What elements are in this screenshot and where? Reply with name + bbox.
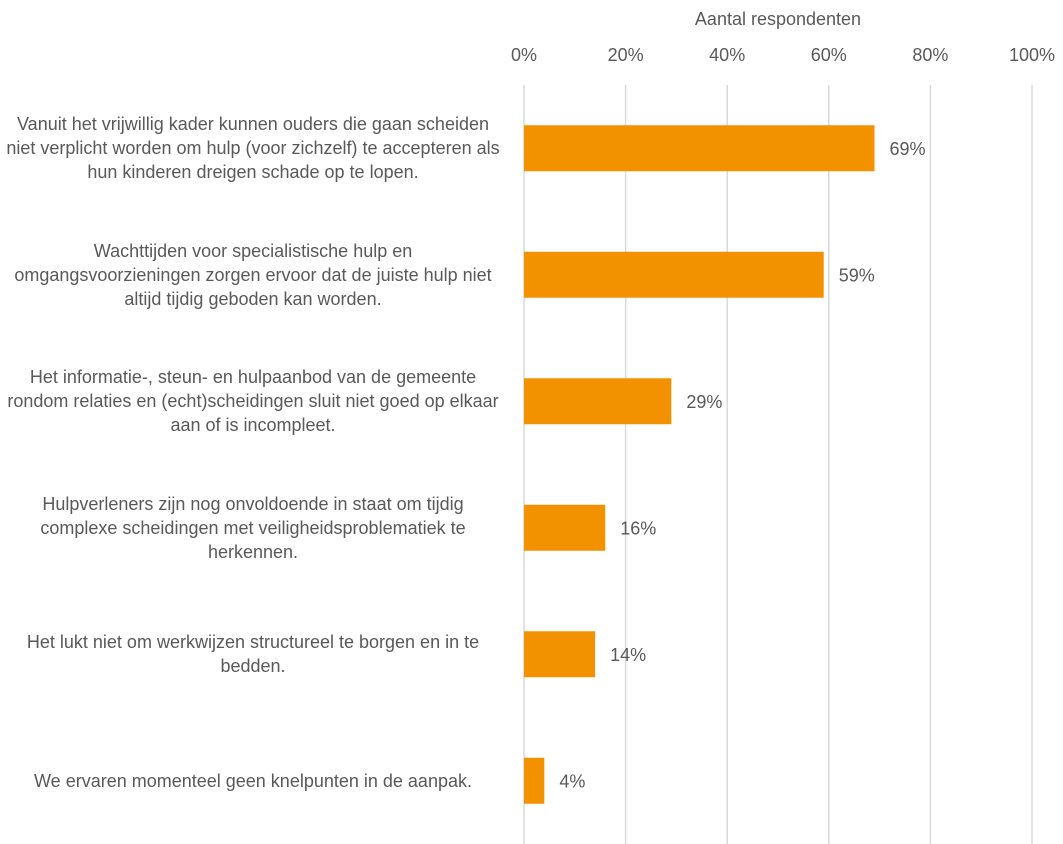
bar bbox=[524, 757, 545, 804]
value-label: 16% bbox=[620, 519, 656, 539]
value-label: 69% bbox=[890, 139, 926, 159]
category-label: We ervaren momenteel geen knelpunten in … bbox=[34, 770, 472, 791]
bar bbox=[524, 125, 875, 172]
x-tick-label: 60% bbox=[811, 45, 847, 65]
value-label: 14% bbox=[610, 645, 646, 665]
bar bbox=[524, 631, 596, 678]
x-tick-label: 40% bbox=[709, 45, 745, 65]
category-label: Het lukt niet om werkwijzen structureel … bbox=[26, 632, 480, 677]
value-label: 29% bbox=[686, 392, 722, 412]
value-label: 59% bbox=[839, 266, 875, 286]
x-tick-label: 20% bbox=[608, 45, 644, 65]
category-label: Vanuit het vrijwillig kader kunnen ouder… bbox=[6, 114, 500, 183]
x-tick-label: 0% bbox=[511, 45, 537, 65]
axis-title: Aantal respondenten bbox=[695, 9, 861, 29]
x-tick-label: 80% bbox=[912, 45, 948, 65]
category-label: Het informatie-, steun- en hulpaanbod va… bbox=[7, 367, 499, 436]
x-tick-label: 100% bbox=[1009, 45, 1055, 65]
bar bbox=[524, 251, 824, 298]
value-label: 4% bbox=[559, 772, 585, 792]
category-label: Wachttijden voor specialistische hulp en… bbox=[14, 240, 492, 309]
bar bbox=[524, 504, 606, 551]
category-label: Hulpverleners zijn nog onvoldoende in st… bbox=[40, 493, 466, 562]
bar bbox=[524, 378, 672, 425]
